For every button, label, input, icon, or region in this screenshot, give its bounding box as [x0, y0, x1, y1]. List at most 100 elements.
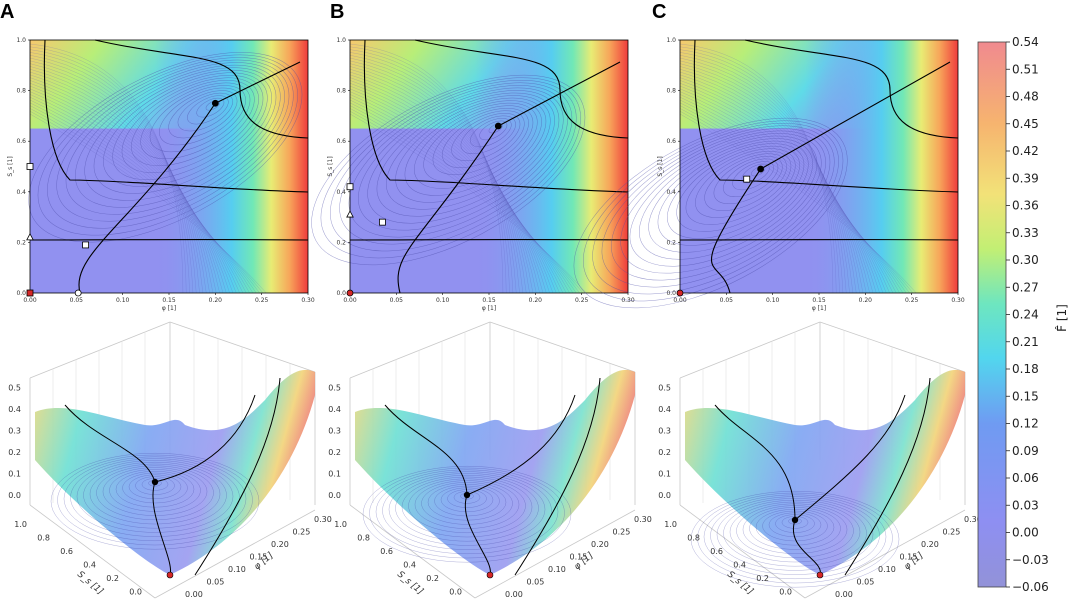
contour-line [358, 87, 564, 231]
y-tick-label: 0.0 [336, 290, 346, 297]
colorbar-label: F̂ [1] [1055, 304, 1069, 332]
surface-contour [382, 471, 552, 550]
contour-line [679, 97, 897, 294]
phi-tick-label: 0.15 [570, 553, 588, 562]
surface-path [514, 377, 601, 576]
contour-line [679, 77, 874, 294]
contour-line [488, 123, 503, 134]
contour-line [432, 107, 529, 175]
box-edge [154, 509, 316, 599]
z-tick-label: 0.0 [8, 491, 21, 500]
contour-line [376, 92, 555, 217]
surface-path [466, 394, 576, 496]
contour-line [349, 63, 527, 294]
s-tick-label: 0.4 [83, 561, 96, 570]
contour-line [29, 77, 224, 294]
phi-tick-label: 0.10 [878, 565, 896, 574]
surface-path [844, 377, 931, 576]
contour-line [349, 49, 510, 294]
phi-tick-label: 0.00 [835, 590, 853, 599]
contour-line [583, 120, 844, 302]
contour-line [713, 156, 783, 204]
x-tick-label: 0.10 [436, 297, 450, 304]
colorbar-tick-label: 0.15 [1012, 389, 1039, 403]
contour-line [349, 57, 520, 294]
contour-line [679, 71, 867, 294]
z-tick-label: 0.0 [328, 491, 341, 500]
contour-line [611, 128, 831, 281]
phi-tick-label: 0.10 [228, 565, 246, 574]
contour-line [29, 88, 237, 294]
marker-square [26, 163, 34, 170]
panel-letter-b: B [330, 1, 344, 23]
contour-line [349, 55, 517, 294]
contour-line [29, 108, 260, 294]
contour-line [679, 55, 847, 294]
surface-contour [70, 458, 240, 537]
contour-line [349, 102, 574, 294]
box-edge [804, 509, 966, 599]
surface-origin-marker [486, 571, 494, 579]
contour-line [29, 66, 210, 294]
colorbar-tick-label: 0.24 [1012, 308, 1039, 322]
x-tick-label: 0.30 [301, 297, 315, 304]
y-tick-label: 0.6 [666, 138, 676, 145]
s-tick-label: 1.0 [334, 520, 347, 529]
s-tick-label: 0.0 [129, 588, 142, 597]
z-tick-label: 0.5 [328, 384, 341, 393]
surface-contour [414, 480, 520, 529]
contour-line [679, 111, 914, 294]
surface-contour [369, 467, 565, 559]
s-tick-label: 0.4 [403, 561, 416, 570]
contour-line [29, 43, 184, 294]
surface-contour [742, 505, 848, 554]
contour-line [29, 105, 257, 294]
x-tick-label: 0.15 [482, 297, 496, 304]
contour-line [679, 88, 887, 294]
s-axis-label: S_s [1] [75, 570, 105, 598]
separatrix-line [94, 39, 309, 139]
box-edge [349, 504, 476, 599]
x-tick-label: 0.25 [255, 297, 269, 304]
colorbar-tick-label: −0.03 [1012, 553, 1049, 567]
contour-line [149, 85, 246, 153]
contour-line [37, 54, 298, 236]
contour-line [29, 102, 254, 294]
contour-line [679, 74, 870, 294]
contour-line [679, 94, 894, 294]
surface-path [714, 404, 796, 521]
contour-line [187, 95, 229, 125]
contour-line [451, 113, 521, 161]
z-tick-label: 0.3 [658, 427, 671, 436]
x-tick-label: 0.20 [529, 297, 543, 304]
s-tick-label: 1.0 [14, 520, 27, 529]
contour-line [679, 43, 834, 294]
contour-line [339, 82, 573, 245]
surface-contour [122, 472, 188, 504]
s-tick-label: 0.4 [733, 561, 746, 570]
marker-circle [757, 165, 765, 173]
y-tick-label: 1.0 [16, 37, 26, 44]
contour-line [479, 120, 508, 141]
contour-line [349, 108, 580, 294]
box-edge [679, 321, 821, 379]
contour-line [112, 75, 264, 180]
marker-circle [211, 99, 219, 107]
y-tick-label: 0.8 [666, 88, 676, 95]
contour-line [349, 83, 550, 294]
colorbar-tick-label: 0.18 [1012, 362, 1039, 376]
contour-line [329, 79, 577, 252]
separatrix-line [397, 61, 621, 294]
surface-contour [723, 499, 867, 567]
contour-line [348, 85, 568, 238]
marker-triangle [346, 210, 354, 218]
s-tick-label: 0.8 [687, 534, 700, 543]
contour-line [442, 110, 525, 168]
contour-line [349, 94, 564, 294]
colorbar-tick-label: 0.48 [1012, 90, 1039, 104]
contour-line [679, 113, 917, 294]
phi-tick-label: 0.20 [591, 540, 609, 549]
z-tick-label: 0.5 [8, 384, 21, 393]
contour-line [349, 71, 537, 294]
contour-plot-c: 0.00 0.05 0.10 0.15 0.20 0.25 0.30 0.0 0.2 0.4 0.6… [573, 37, 965, 312]
